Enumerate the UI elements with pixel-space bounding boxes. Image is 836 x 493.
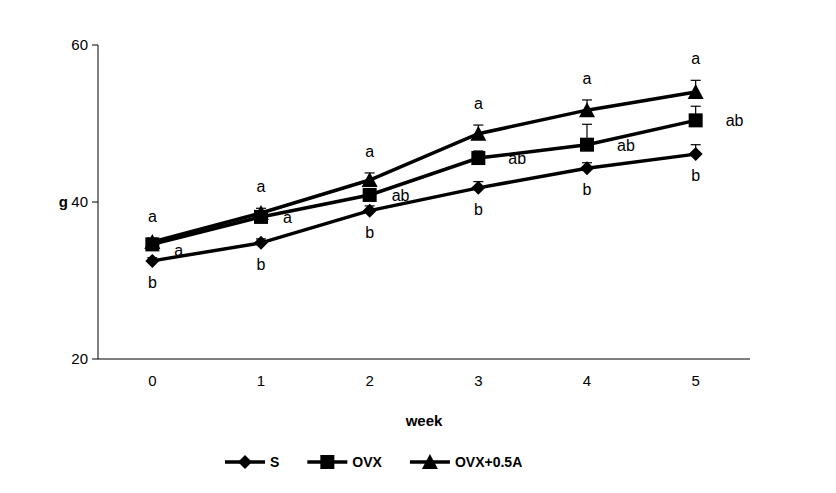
- series-line: [152, 120, 695, 244]
- point: [689, 113, 703, 127]
- significance-letter: ab: [617, 137, 635, 154]
- letters: bbbbbbaaababababaaaaaa: [148, 50, 744, 291]
- error-cap: [473, 124, 483, 125]
- point: [579, 102, 595, 117]
- significance-letter: a: [148, 208, 157, 225]
- y-tick: [92, 45, 98, 46]
- significance-letter: a: [474, 95, 483, 112]
- significance-letter: a: [691, 50, 700, 67]
- x-tick-label: 4: [583, 372, 591, 389]
- error-cap: [582, 124, 592, 125]
- significance-letter: a: [283, 209, 292, 226]
- significance-letter: b: [691, 167, 700, 184]
- series-line: [152, 154, 695, 261]
- legend-marker: [320, 455, 334, 469]
- y-tick: [92, 202, 98, 203]
- point: [253, 205, 269, 220]
- x-axis-label: week: [405, 412, 443, 429]
- point: [363, 204, 377, 218]
- significance-letter: a: [583, 70, 592, 87]
- point: [580, 161, 594, 175]
- x-tick-label: 1: [257, 372, 265, 389]
- point: [254, 236, 268, 250]
- y-tick-label: 60: [71, 36, 88, 53]
- legend-label: OVX: [352, 454, 382, 470]
- significance-letter: a: [365, 143, 374, 160]
- point: [688, 84, 704, 99]
- legend-marker: [238, 455, 252, 469]
- point: [363, 188, 377, 202]
- point: [689, 147, 703, 161]
- significance-letter: b: [257, 256, 266, 273]
- point: [145, 254, 159, 268]
- significance-letter: ab: [508, 150, 526, 167]
- point: [471, 151, 485, 165]
- chart: 204060g012345weekbbbbbbaaababababaaaaaaS…: [0, 0, 836, 493]
- point: [470, 126, 486, 141]
- significance-letter: a: [174, 242, 183, 259]
- x-tick-label: 5: [691, 372, 699, 389]
- point: [144, 234, 160, 249]
- x-tick-label: 2: [365, 372, 373, 389]
- y-tick-label: 20: [71, 350, 88, 367]
- error-cap: [582, 99, 592, 100]
- x-tick-label: 3: [474, 372, 482, 389]
- x-axis: [98, 359, 750, 360]
- significance-letter: b: [365, 224, 374, 241]
- error-cap: [691, 144, 701, 145]
- legend-marker: [422, 454, 438, 469]
- legend-label: OVX+0.5A: [455, 454, 522, 470]
- y-axis-label: g: [59, 193, 68, 210]
- y-tick: [92, 359, 98, 360]
- significance-letter: b: [474, 201, 483, 218]
- point: [471, 181, 485, 195]
- legend-label: S: [270, 454, 279, 470]
- legend: S OVX OVX+0.5A: [225, 454, 522, 470]
- plot-area: [144, 80, 703, 268]
- y-tick-label: 40: [71, 193, 88, 210]
- x-tick-label: 0: [148, 372, 156, 389]
- error-cap: [691, 80, 701, 81]
- significance-letter: b: [583, 181, 592, 198]
- point: [580, 138, 594, 152]
- significance-letter: a: [257, 178, 266, 195]
- series-line: [152, 92, 695, 242]
- significance-letter: b: [148, 274, 157, 291]
- point: [362, 172, 378, 187]
- significance-letter: ab: [726, 112, 744, 129]
- error-cap: [691, 106, 701, 107]
- significance-letter: ab: [392, 187, 410, 204]
